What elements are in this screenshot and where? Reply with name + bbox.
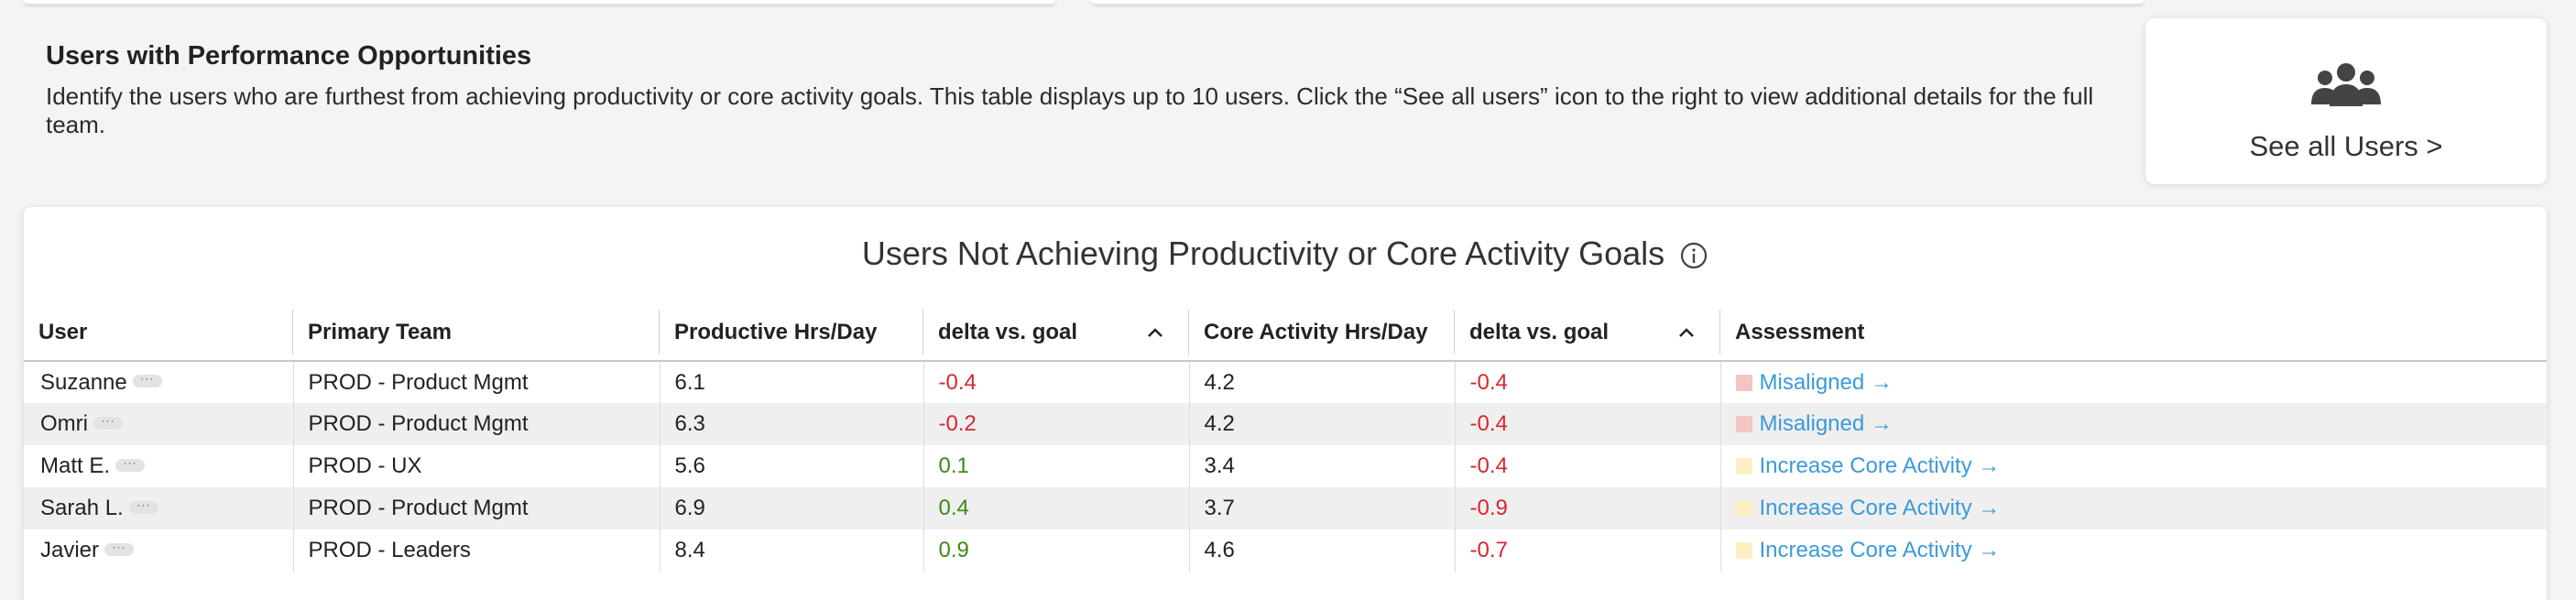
- user-name[interactable]: Suzanne: [40, 369, 127, 395]
- productive-hrs-cell: 6.1: [660, 361, 924, 403]
- user-name[interactable]: Omri: [40, 411, 88, 436]
- productive-delta-cell: -0.4: [923, 361, 1190, 403]
- section-description: Identify the users who are furthest from…: [46, 82, 2094, 138]
- table-row: Matt E. ··· PROD - UX 5.6 0.1 3.4 -0.4 In…: [24, 445, 2547, 487]
- table-title-row: Users Not Achieving Productivity or Core…: [24, 235, 2547, 273]
- user-name[interactable]: Matt E.: [40, 453, 111, 478]
- core-activity-hrs-cell: 3.7: [1189, 487, 1456, 529]
- productive-hrs-cell: 8.4: [660, 529, 924, 572]
- user-cell: Omri ···: [24, 403, 294, 445]
- core-activity-hrs-cell: 4.2: [1189, 403, 1456, 445]
- team-cell: PROD - Product Mgmt: [293, 361, 660, 403]
- assessment-swatch: [1735, 416, 1752, 432]
- users-table-card: Users Not Achieving Productivity or Core…: [24, 207, 2547, 600]
- column-header-productive-hrs[interactable]: Productive Hrs/Day: [660, 304, 923, 362]
- productive-delta-cell: -0.2: [923, 403, 1190, 445]
- user-cell: Sarah L. ···: [24, 487, 294, 529]
- sort-up-icon[interactable]: [1678, 326, 1695, 339]
- assessment-swatch: [1735, 374, 1752, 391]
- team-cell: PROD - Leaders: [293, 529, 660, 572]
- core-delta-cell: -0.7: [1455, 529, 1721, 572]
- core-activity-hrs-cell: 4.2: [1189, 361, 1456, 403]
- assessment-swatch: [1735, 458, 1752, 475]
- assessment-link[interactable]: Increase Core Activity →: [1759, 496, 2001, 520]
- productive-delta-cell: 0.4: [923, 487, 1190, 529]
- assessment-link[interactable]: Increase Core Activity →: [1759, 453, 2001, 478]
- user-name[interactable]: Javier: [40, 538, 100, 562]
- productive-hrs-cell: 6.9: [660, 487, 924, 529]
- column-header-user[interactable]: User: [24, 304, 293, 362]
- top-card-edge-left: [24, 0, 1055, 4]
- user-cell: Matt E. ···: [24, 445, 294, 487]
- more-options-icon[interactable]: ···: [128, 499, 158, 514]
- productive-delta-cell: 0.9: [923, 529, 1190, 572]
- users-table: User Primary Team Productive Hrs/Day del…: [24, 304, 2547, 572]
- productive-delta-cell: 0.1: [923, 445, 1190, 487]
- users-icon: [2311, 63, 2381, 106]
- productive-hrs-cell: 6.3: [660, 403, 924, 445]
- core-delta-cell: -0.4: [1455, 445, 1721, 487]
- team-cell: PROD - Product Mgmt: [293, 403, 660, 445]
- assessment-link[interactable]: Increase Core Activity →: [1759, 538, 2001, 562]
- team-cell: PROD - UX: [293, 445, 660, 487]
- info-icon[interactable]: [1679, 241, 1708, 270]
- see-all-users-button[interactable]: See all Users >: [2145, 18, 2547, 184]
- intro-section: Users with Performance Opportunities Ide…: [46, 40, 2107, 139]
- productive-hrs-cell: 5.6: [660, 445, 924, 487]
- assessment-swatch: [1735, 542, 1752, 559]
- assessment-cell: Increase Core Activity →: [1720, 445, 2547, 487]
- user-cell: Javier ···: [24, 529, 294, 572]
- core-activity-hrs-cell: 3.4: [1189, 445, 1456, 487]
- see-all-users-label: See all Users >: [2249, 130, 2443, 162]
- assessment-cell: Misaligned →: [1720, 403, 2547, 445]
- column-header-core-activity-hrs[interactable]: Core Activity Hrs/Day: [1189, 304, 1455, 362]
- core-delta-cell: -0.4: [1455, 361, 1721, 403]
- more-options-icon[interactable]: ···: [104, 541, 135, 556]
- core-activity-hrs-cell: 4.6: [1189, 529, 1456, 572]
- table-body: Suzanne ··· PROD - Product Mgmt 6.1 -0.4 …: [24, 361, 2547, 572]
- sort-up-icon[interactable]: [1147, 326, 1163, 339]
- column-header-assessment[interactable]: Assessment: [1720, 304, 2547, 362]
- table-row: Omri ··· PROD - Product Mgmt 6.3 -0.2 4.2…: [24, 403, 2547, 445]
- assessment-cell: Increase Core Activity →: [1720, 529, 2547, 572]
- core-delta-cell: -0.9: [1455, 487, 1721, 529]
- more-options-icon[interactable]: ···: [132, 373, 162, 388]
- column-header-primary-team[interactable]: Primary Team: [293, 304, 660, 362]
- table-row: Suzanne ··· PROD - Product Mgmt 6.1 -0.4 …: [24, 361, 2547, 403]
- assessment-cell: Misaligned →: [1720, 361, 2547, 403]
- user-cell: Suzanne ···: [24, 361, 294, 403]
- assessment-cell: Increase Core Activity →: [1720, 487, 2547, 529]
- table-row: Sarah L. ··· PROD - Product Mgmt 6.9 0.4 …: [24, 487, 2547, 529]
- table-header-row: User Primary Team Productive Hrs/Day del…: [24, 304, 2547, 362]
- assessment-link[interactable]: Misaligned →: [1759, 369, 1893, 395]
- more-options-icon[interactable]: ···: [93, 415, 123, 430]
- assessment-link[interactable]: Misaligned →: [1759, 411, 1893, 436]
- section-title: Users with Performance Opportunities: [46, 41, 532, 71]
- assessment-swatch: [1735, 500, 1752, 517]
- team-cell: PROD - Product Mgmt: [293, 487, 660, 529]
- core-delta-cell: -0.4: [1455, 403, 1721, 445]
- column-header-productive-delta[interactable]: delta vs. goal: [923, 304, 1189, 362]
- column-header-core-delta[interactable]: delta vs. goal: [1455, 304, 1720, 362]
- more-options-icon[interactable]: ···: [115, 457, 146, 472]
- user-name[interactable]: Sarah L.: [40, 496, 124, 520]
- table-title: Users Not Achieving Productivity or Core…: [861, 235, 1665, 272]
- table-row: Javier ··· PROD - Leaders 8.4 0.9 4.6 -0.…: [24, 529, 2547, 572]
- top-card-edge-right: [1092, 0, 2144, 4]
